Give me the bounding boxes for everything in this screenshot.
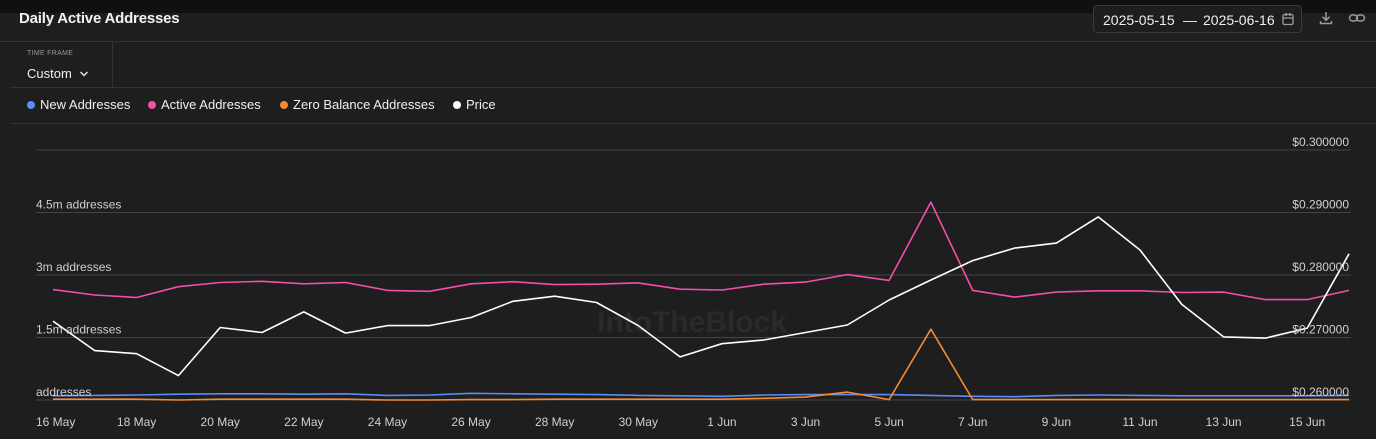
y-left-tick-label: 3m addresses bbox=[36, 260, 111, 274]
calendar-icon[interactable] bbox=[1281, 11, 1295, 27]
x-tick-label: 30 May bbox=[619, 415, 658, 429]
chart-header: Daily Active Addresses 2025-05-15 — 2025… bbox=[0, 0, 1376, 42]
x-tick-label: 15 Jun bbox=[1289, 415, 1325, 429]
legend-dot bbox=[280, 100, 288, 109]
y-right-tick-label: $0.300000 bbox=[1292, 135, 1349, 149]
timeframe-value[interactable]: Custom bbox=[27, 66, 72, 81]
x-tick-label: 24 May bbox=[368, 415, 407, 429]
timeframe-label: TIME FRAME bbox=[27, 50, 74, 57]
x-tick-label: 3 Jun bbox=[791, 415, 820, 429]
x-tick-label: 13 Jun bbox=[1206, 415, 1242, 429]
x-tick-label: 7 Jun bbox=[958, 415, 987, 429]
link-icon[interactable] bbox=[1348, 10, 1366, 26]
legend-item-zero-balance-addresses[interactable]: Zero Balance Addresses bbox=[280, 97, 435, 112]
series-line-price bbox=[52, 216, 1350, 377]
legend-dot bbox=[148, 100, 156, 109]
legend-dot bbox=[27, 100, 35, 109]
watermark: IntoTheBlock bbox=[597, 306, 787, 339]
series-line-active-addresses bbox=[52, 201, 1350, 301]
y-right-tick-label: $0.290000 bbox=[1292, 198, 1349, 212]
legend-label: Zero Balance Addresses bbox=[293, 97, 435, 112]
date-end[interactable]: 2025-06-16 bbox=[1203, 12, 1275, 28]
y-right-tick-label: $0.270000 bbox=[1292, 323, 1349, 337]
y-left-tick-label: addresses bbox=[36, 385, 91, 399]
chevron-down-icon[interactable] bbox=[78, 68, 90, 80]
x-tick-label: 22 May bbox=[284, 415, 323, 429]
legend-item-active-addresses[interactable]: Active Addresses bbox=[148, 97, 261, 112]
legend-label: New Addresses bbox=[40, 97, 131, 112]
x-tick-label: 26 May bbox=[451, 415, 490, 429]
series-line-zero-balance-addresses bbox=[53, 328, 1349, 401]
legend-item-price[interactable]: Price bbox=[453, 97, 496, 112]
x-tick-label: 20 May bbox=[201, 415, 240, 429]
label-layer: $0.260000 $0.270000 $0.280000 $0.290000 $0.3… bbox=[36, 135, 1349, 429]
legend-label: Price bbox=[466, 97, 496, 112]
x-tick-label: 9 Jun bbox=[1042, 415, 1071, 429]
y-left-tick-label: 1.5m addresses bbox=[36, 323, 121, 337]
y-right-tick-label: $0.280000 bbox=[1292, 260, 1349, 274]
x-tick-label: 28 May bbox=[535, 415, 574, 429]
x-tick-label: 1 Jun bbox=[707, 415, 736, 429]
legend-item-new-addresses[interactable]: New Addresses bbox=[27, 97, 130, 112]
series-layer bbox=[52, 201, 1350, 401]
date-start[interactable]: 2025-05-15 bbox=[1103, 12, 1175, 28]
date-separator: — bbox=[1183, 12, 1197, 28]
download-icon[interactable] bbox=[1318, 10, 1334, 26]
x-tick-label: 11 Jun bbox=[1122, 415, 1157, 429]
date-range-picker[interactable]: 2025-05-15 — 2025-06-16 bbox=[1093, 5, 1302, 33]
legend-label: Active Addresses bbox=[161, 97, 261, 112]
top-strip bbox=[0, 0, 1376, 13]
divider bbox=[10, 87, 1376, 88]
y-left-tick-label: 4.5m addresses bbox=[36, 198, 121, 212]
chart-title: Daily Active Addresses bbox=[19, 10, 180, 27]
series-line-new-addresses bbox=[52, 392, 1350, 398]
legend-dot bbox=[453, 100, 461, 109]
y-right-tick-label: $0.260000 bbox=[1292, 385, 1349, 399]
grid-layer bbox=[36, 149, 1351, 401]
x-tick-label: 5 Jun bbox=[874, 415, 903, 429]
x-tick-label: 16 May bbox=[36, 415, 75, 429]
timeframe-selector[interactable]: TIME FRAME Custom bbox=[10, 41, 113, 87]
divider bbox=[10, 123, 1376, 124]
x-tick-label: 18 May bbox=[117, 415, 156, 429]
